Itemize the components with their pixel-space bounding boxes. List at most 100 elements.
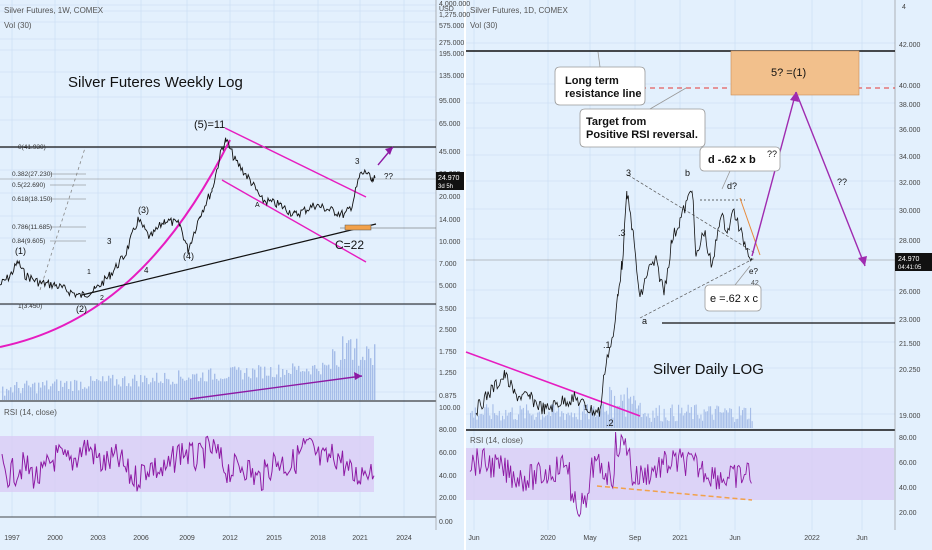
callout-d-text: d -.62 x b xyxy=(708,154,756,166)
right-price-tick: 28.000 xyxy=(899,238,921,245)
volume-bar xyxy=(518,414,520,428)
volume-bar xyxy=(70,381,72,400)
left-time-tick: 1997 xyxy=(4,535,20,542)
volume-bar xyxy=(98,380,100,400)
volume-bar xyxy=(678,404,680,428)
volume-bar xyxy=(550,416,552,428)
volume-bar xyxy=(236,369,238,400)
volume-bar xyxy=(481,413,483,428)
volume-bar xyxy=(344,359,346,400)
left-rsi-tick: 60.00 xyxy=(439,450,457,457)
volume-bar xyxy=(362,356,364,400)
volume-bar xyxy=(554,412,556,428)
left-price-tick: 1.750 xyxy=(439,349,457,356)
volume-bar xyxy=(679,413,681,428)
volume-bar xyxy=(638,405,640,428)
volume-bar xyxy=(368,348,370,400)
volume-bar xyxy=(62,386,64,400)
volume-bar xyxy=(192,374,194,400)
volume-bar xyxy=(270,367,272,400)
volume-bar xyxy=(546,414,548,428)
volume-bar xyxy=(80,381,82,400)
volume-bar xyxy=(308,371,310,400)
volume-bar xyxy=(471,410,473,428)
volume-bar xyxy=(190,379,192,400)
volume-bar xyxy=(286,369,288,400)
volume-bar xyxy=(695,404,697,428)
right-price-tick: 23.000 xyxy=(899,317,921,324)
left-price-tick: USD xyxy=(439,6,454,13)
fib-level-label: 1(3.450) xyxy=(18,303,42,310)
left-price-tag-countdown: 3d 5h xyxy=(438,184,453,190)
volume-bar xyxy=(740,415,742,428)
right-triangle-bottom xyxy=(639,257,756,319)
right-time-tick: Jun xyxy=(856,535,867,542)
volume-bar xyxy=(583,404,585,428)
volume-bar xyxy=(526,404,528,428)
volume-bar xyxy=(529,413,531,428)
left-target-zone xyxy=(344,224,372,231)
volume-bar xyxy=(692,419,694,428)
volume-bar xyxy=(508,412,510,428)
r-wave-1-label: .1 xyxy=(603,340,611,350)
volume-bar xyxy=(558,408,560,428)
volume-bar xyxy=(184,380,186,400)
volume-bar xyxy=(545,415,547,428)
right-box-label: 5? =(1) xyxy=(771,67,806,79)
volume-bar xyxy=(652,410,654,428)
fib-level-label: 0.618(18.150) xyxy=(12,196,52,203)
right-price-tick: 36.000 xyxy=(899,127,921,134)
volume-bar xyxy=(567,412,569,428)
volume-bar xyxy=(22,387,24,400)
volume-bar xyxy=(252,368,254,400)
volume-bar xyxy=(682,415,684,428)
left-price-tick: 7.000 xyxy=(439,261,457,268)
left-channel-top xyxy=(224,127,367,198)
r-question-2: ?? xyxy=(837,177,847,187)
volume-bar xyxy=(8,390,10,400)
volume-bar xyxy=(372,364,374,400)
volume-bar xyxy=(174,383,176,400)
volume-bar xyxy=(684,413,686,428)
volume-bar xyxy=(524,418,526,428)
volume-bar xyxy=(92,380,94,400)
volume-bar xyxy=(274,377,276,400)
volume-bar xyxy=(497,415,499,428)
volume-bar xyxy=(578,406,580,428)
volume-bar xyxy=(240,370,242,400)
volume-bar xyxy=(516,419,518,428)
volume-bar xyxy=(46,380,48,400)
volume-bar xyxy=(492,404,494,428)
right-rsi-label: RSI (14, close) xyxy=(470,436,523,445)
right-price-axis: 4 42.000 40.000 38.000 36.000 34.000 32.000 30.… xyxy=(899,0,921,420)
wave-3-small-label: 3 xyxy=(355,157,360,166)
volume-bar xyxy=(714,408,716,428)
volume-bar xyxy=(102,376,104,400)
volume-bar xyxy=(658,405,660,428)
volume-bar xyxy=(104,381,106,400)
right-price-tag: 24.970 04:41:05 xyxy=(895,253,932,271)
left-price-tick: 275.000 xyxy=(439,40,464,47)
volume-bar xyxy=(750,407,752,428)
right-rsi-axis: 80.00 60.00 40.00 20.00 xyxy=(899,435,917,517)
volume-bar xyxy=(34,382,36,400)
callout-target: Target from Positive RSI reversal. xyxy=(579,87,706,148)
wave-5-label: (5)=11 xyxy=(194,119,225,131)
right-rsi-band xyxy=(466,448,894,500)
volume-bar xyxy=(574,413,576,428)
volume-bar xyxy=(631,403,633,428)
volume-bar xyxy=(96,379,98,400)
wave-c-label: C=22 xyxy=(335,238,364,252)
volume-bar xyxy=(598,412,600,428)
right-vol-label: Vol (30) xyxy=(470,21,498,30)
volume-bar xyxy=(474,407,476,428)
right-rsi-tick: 20.00 xyxy=(899,510,917,517)
fib-level-label: 0.786(11.685) xyxy=(12,224,52,231)
callout-resistance-line2: resistance line xyxy=(565,88,641,100)
r-wave-b-label: b xyxy=(685,168,690,178)
volume-bar xyxy=(551,404,553,428)
volume-bar xyxy=(543,417,545,428)
wave-i-label: 1 xyxy=(87,269,91,276)
right-price-tag-value: 24.970 xyxy=(898,256,920,263)
left-price-tick: 575.000 xyxy=(439,23,464,30)
